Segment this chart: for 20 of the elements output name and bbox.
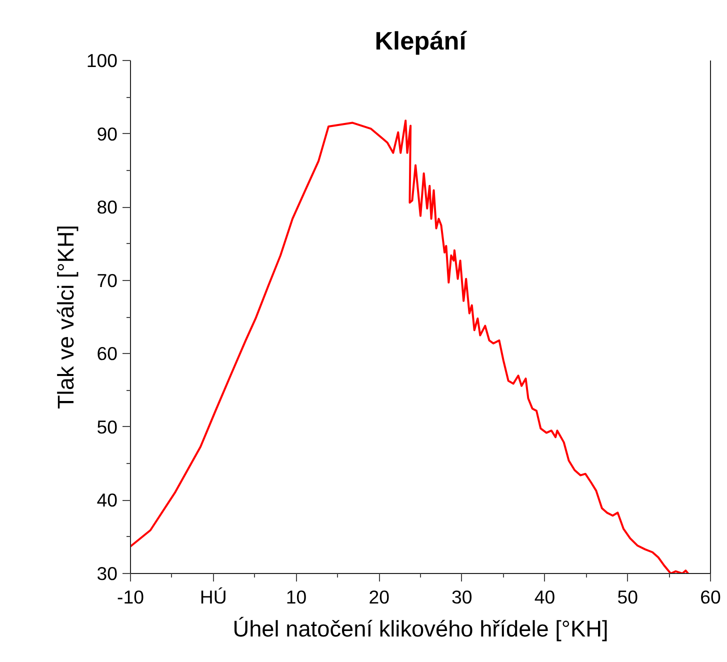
y-tick-label: 90 <box>96 123 118 144</box>
line-series <box>130 120 690 574</box>
y-axis-title: Tlak ve válci [°KH] <box>52 224 78 410</box>
x-axis-title: Úhel natočení klikového hřídele [°KH] <box>232 616 608 642</box>
x-tick-label: 20 <box>368 586 390 608</box>
y-tick-label: 30 <box>96 563 118 584</box>
y-tick-label: 50 <box>96 416 118 438</box>
x-tick-label: HÚ <box>200 586 227 608</box>
x-tick-label: 50 <box>617 586 638 608</box>
y-tick-label: 60 <box>96 343 118 364</box>
x-tick-label: 30 <box>452 586 472 608</box>
y-tick-label: 40 <box>96 490 118 511</box>
y-tick-label: 70 <box>96 270 118 291</box>
x-tick-label: 10 <box>286 586 307 608</box>
y-tick-label: 80 <box>96 196 118 218</box>
chart-title: Klepání <box>374 28 468 56</box>
y-tick-label: 100 <box>86 50 118 71</box>
x-tick-label: 40 <box>534 586 556 608</box>
x-tick-label: 60 <box>700 586 721 608</box>
x-tick-label: -10 <box>117 586 144 608</box>
